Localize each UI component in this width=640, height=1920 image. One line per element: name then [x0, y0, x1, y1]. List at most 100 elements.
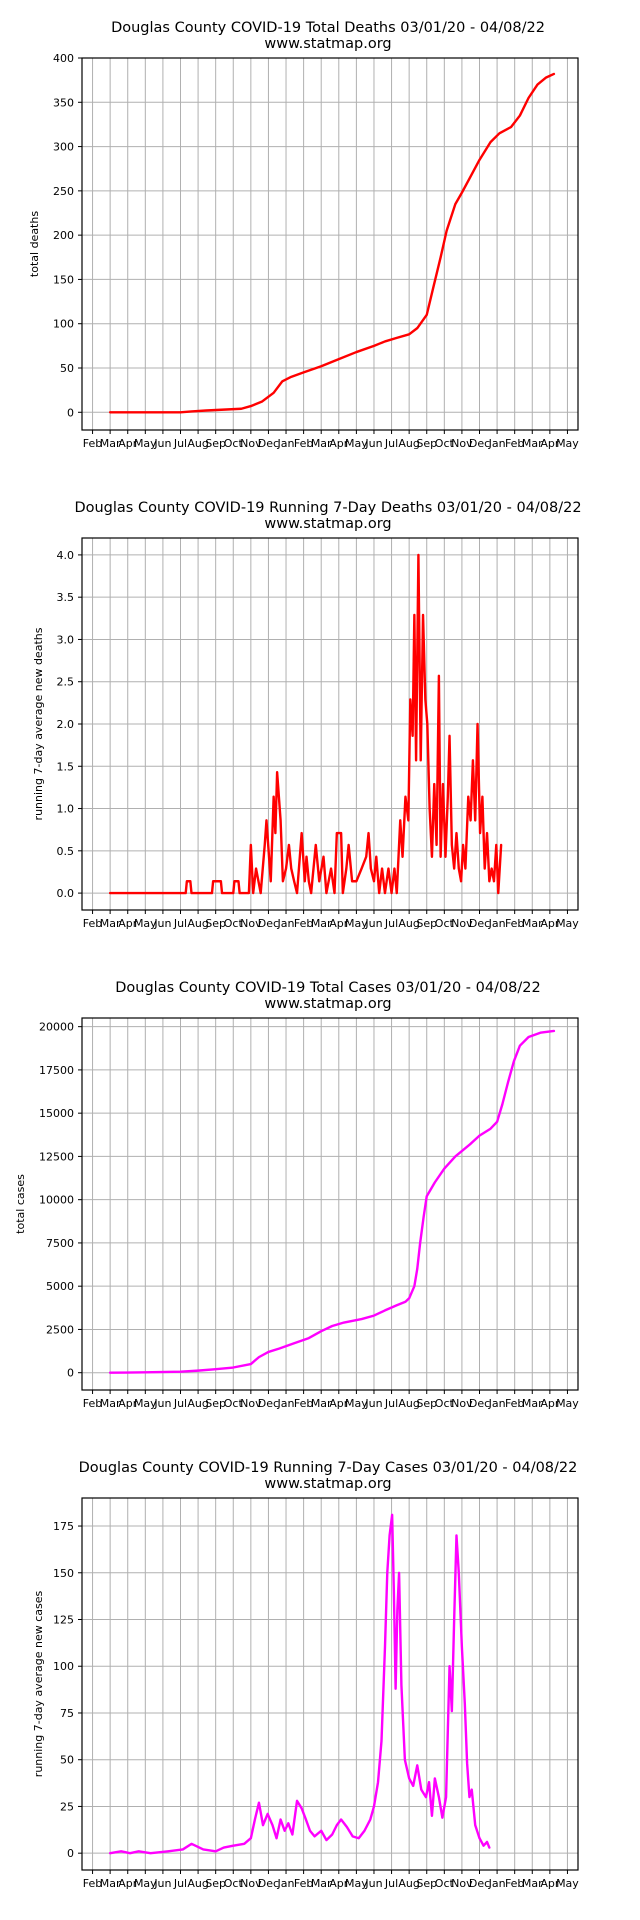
chart-panel-total-deaths: Douglas County COVID-19 Total Deaths 03/… [0, 0, 640, 480]
x-tick-label: Sep [205, 917, 226, 930]
x-tick-label: Jun [153, 1397, 171, 1410]
x-tick-label: Feb [83, 917, 102, 930]
x-tick-label: Jul [173, 1397, 187, 1410]
x-tick-label: Aug [187, 1397, 208, 1410]
chart-svg: Douglas County COVID-19 Total Deaths 03/… [28, 20, 579, 450]
x-tick-label: Jan [277, 1397, 295, 1410]
x-tick-label: Jan [488, 1877, 506, 1890]
x-tick-label: Nov [451, 437, 473, 450]
x-tick-label: Mar [100, 1397, 121, 1410]
x-tick-label: Feb [505, 1877, 524, 1890]
x-tick-label: Sep [205, 1877, 226, 1890]
x-tick-label: Nov [240, 437, 262, 450]
x-tick-label: Jan [488, 1397, 506, 1410]
x-tick-label: Apr [329, 1877, 349, 1890]
x-tick-label: May [345, 437, 368, 450]
x-tick-label: Jun [364, 1397, 382, 1410]
chart-panel-7day-cases: Douglas County COVID-19 Running 7-Day Ca… [0, 1440, 640, 1920]
chart-panel-total-cases: Douglas County COVID-19 Total Cases 03/0… [0, 960, 640, 1440]
x-tick-label: Mar [522, 917, 543, 930]
x-tick-label: Jun [364, 437, 382, 450]
x-tick-label: Jun [153, 437, 171, 450]
x-tick-label: Sep [416, 917, 437, 930]
x-tick-label: Oct [435, 917, 455, 930]
chart-subtitle: www.statmap.org [264, 516, 391, 532]
x-tick-label: Jan [277, 437, 295, 450]
y-tick-label: 150 [53, 1567, 74, 1580]
chart-title: Douglas County COVID-19 Total Cases 03/0… [115, 980, 541, 996]
y-axis-label: running 7-day average new cases [32, 1591, 45, 1778]
y-tick-label: 1.0 [57, 803, 75, 816]
x-tick-label: Mar [522, 1397, 543, 1410]
series-line [108, 1029, 556, 1374]
x-tick-label: Apr [329, 917, 349, 930]
x-tick-label: Jan [488, 917, 506, 930]
x-tick-label: Feb [294, 1397, 313, 1410]
x-tick-label: May [556, 917, 579, 930]
y-tick-label: 4.0 [57, 549, 75, 562]
y-tick-label: 50 [60, 1754, 74, 1767]
x-tick-label: Dec [469, 917, 490, 930]
y-tick-label: 2500 [46, 1323, 74, 1336]
y-tick-label: 2.0 [57, 718, 75, 731]
x-tick-label: May [345, 1397, 368, 1410]
x-tick-label: Jun [153, 917, 171, 930]
x-tick-label: Apr [118, 437, 138, 450]
x-tick-label: Aug [398, 917, 419, 930]
plot-frame [81, 1497, 579, 1871]
x-tick-label: Apr [118, 1877, 138, 1890]
x-tick-label: Dec [258, 1397, 279, 1410]
x-tick-label: Nov [451, 1397, 473, 1410]
x-tick-label: Mar [522, 437, 543, 450]
x-tick-label: Feb [505, 437, 524, 450]
x-tick-label: Oct [435, 1397, 455, 1410]
x-tick-label: Apr [540, 1877, 560, 1890]
x-tick-label: May [134, 1397, 157, 1410]
y-tick-label: 350 [53, 96, 74, 109]
x-tick-label: Feb [294, 917, 313, 930]
x-tick-label: May [134, 437, 157, 450]
y-tick-label: 3.0 [57, 633, 75, 646]
y-tick-label: 10000 [39, 1194, 74, 1207]
chart-subtitle: www.statmap.org [264, 36, 391, 52]
x-tick-label: Feb [294, 1877, 313, 1890]
x-tick-label: Jun [364, 1877, 382, 1890]
y-tick-label: 15000 [39, 1107, 74, 1120]
y-tick-label: 0 [67, 406, 74, 419]
x-tick-label: Aug [398, 1397, 419, 1410]
y-tick-label: 175 [53, 1520, 74, 1533]
chart-panel-7day-deaths: Douglas County COVID-19 Running 7-Day De… [0, 480, 640, 960]
x-tick-label: May [134, 1877, 157, 1890]
chart-svg: Douglas County COVID-19 Total Cases 03/0… [14, 980, 579, 1410]
x-tick-label: Oct [224, 437, 244, 450]
x-tick-label: Nov [451, 1877, 473, 1890]
chart-title: Douglas County COVID-19 Running 7-Day Ca… [79, 1460, 578, 1476]
x-tick-label: Mar [311, 437, 332, 450]
x-tick-label: Dec [469, 1877, 490, 1890]
y-tick-label: 5000 [46, 1280, 74, 1293]
chart-title: Douglas County COVID-19 Running 7-Day De… [74, 500, 581, 516]
x-tick-label: Sep [416, 1877, 437, 1890]
chart-svg: Douglas County COVID-19 Running 7-Day De… [32, 500, 582, 930]
x-tick-label: Oct [224, 917, 244, 930]
x-tick-label: May [345, 1877, 368, 1890]
x-tick-label: Jun [364, 917, 382, 930]
x-tick-label: Sep [205, 437, 226, 450]
x-tick-label: Mar [522, 1877, 543, 1890]
x-tick-label: May [556, 1397, 579, 1410]
x-tick-label: Feb [294, 437, 313, 450]
y-tick-label: 0 [67, 1367, 74, 1380]
x-tick-label: Mar [311, 1877, 332, 1890]
y-tick-label: 0 [67, 1847, 74, 1860]
x-tick-label: Jan [488, 437, 506, 450]
series-line [108, 72, 556, 414]
y-tick-label: 125 [53, 1614, 74, 1627]
plot-frame [81, 57, 579, 431]
x-tick-label: Jan [277, 917, 295, 930]
x-tick-label: Apr [540, 917, 560, 930]
y-tick-label: 20000 [39, 1021, 74, 1034]
y-tick-label: 250 [53, 185, 74, 198]
x-tick-label: Jul [384, 437, 398, 450]
x-tick-label: Apr [329, 437, 349, 450]
